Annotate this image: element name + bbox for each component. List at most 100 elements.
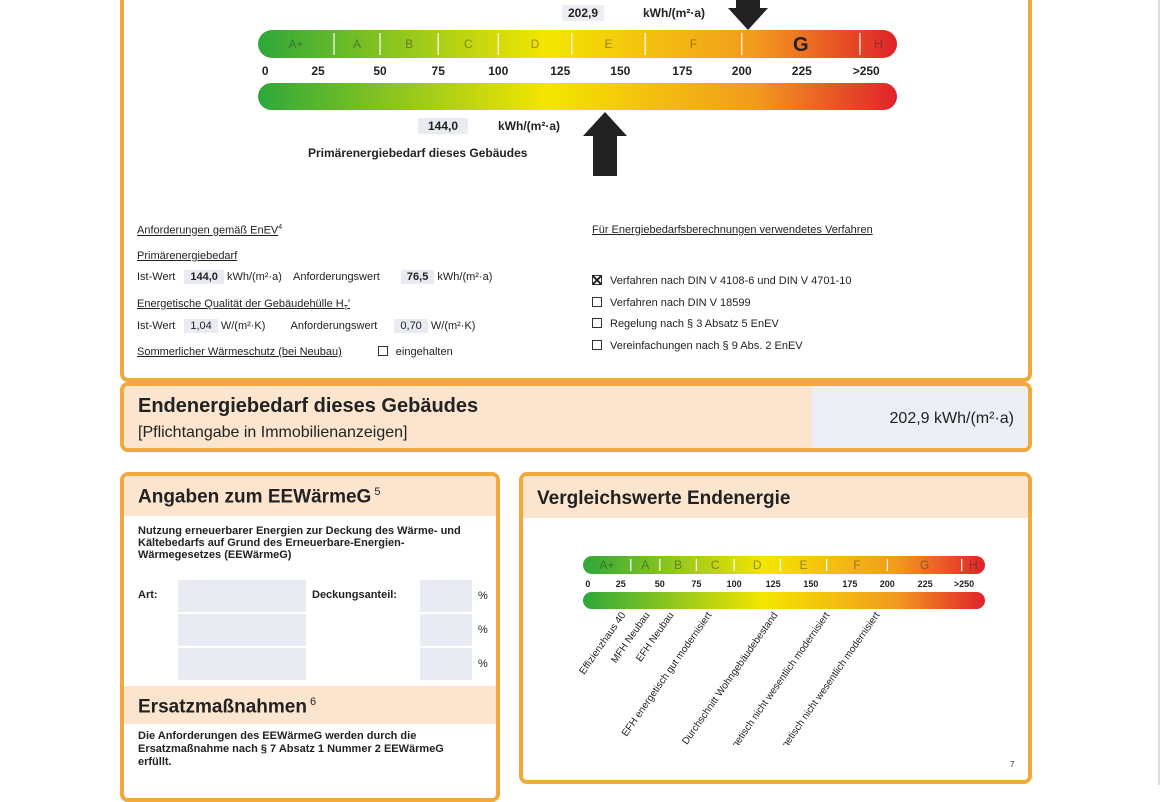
tick-label: 0 [585, 579, 590, 589]
footnote: 6 [309, 696, 317, 708]
comparison-panel: Vergleichswerte Endenergie 7 [519, 472, 1032, 784]
substitute-text: Die Anforderungen des EEWärmeG werden du… [138, 730, 444, 768]
class-label: D [753, 558, 762, 572]
tick-label: 175 [672, 64, 692, 78]
type-label: Art: [138, 589, 158, 601]
title: Anforderungen gemäß EnEV [137, 224, 279, 237]
option: eingehalten [395, 346, 453, 358]
envelope-label: Energetische Qualität der Gebäudehülle H… [137, 298, 350, 312]
value: 0,70 [394, 319, 428, 333]
bottom-unit: kWh/(m²·a) [498, 119, 560, 133]
class-label: A+ [599, 558, 614, 572]
share-label: Deckungsanteil: [312, 589, 397, 601]
tick-label: 200 [880, 579, 895, 589]
class-label: F [690, 37, 697, 51]
tick-label: 150 [610, 64, 630, 78]
tick-label: 50 [655, 579, 665, 589]
checkbox [377, 346, 388, 356]
class-label: B [674, 558, 682, 572]
class-bar [258, 30, 897, 58]
tick-label: 200 [732, 64, 752, 78]
procedure-option: Verfahren nach DIN V 18599 [592, 293, 852, 315]
checkbox [592, 296, 602, 307]
text: Angaben zum EEWärmeG [138, 486, 372, 508]
tick-label: 25 [616, 579, 626, 589]
label: Energetische Qualität der Gebäudehülle H [137, 298, 344, 310]
label: Anforderungswert [290, 320, 378, 332]
value-bar [583, 592, 985, 609]
percent: % [478, 624, 488, 636]
class-label: A+ [289, 37, 304, 51]
value: 202,9 kWh/(m²·a) [889, 410, 1014, 427]
tick-label: 225 [792, 64, 812, 78]
class-label: C [711, 558, 720, 572]
procedure-option: Vereinfachungen nach § 9 Abs. 2 EnEV [592, 336, 852, 358]
input-field [178, 580, 306, 612]
page: A+ A B C D E F G H 0 25 50 75 100 125 150 175 200 225 >250 … [0, 0, 1170, 785]
tick-label: 75 [432, 64, 446, 78]
tick-label: 25 [311, 64, 325, 78]
requirements-title: Anforderungen gemäß EnEV4 [137, 224, 282, 237]
tick-label: >250 [954, 579, 974, 589]
label: Regelung nach § 3 Absatz 5 EnEV [610, 318, 779, 331]
unit: kWh/(m²·a) [437, 271, 493, 283]
tick-label: 225 [918, 579, 933, 589]
primary-energy-scale: A+ A B C D E F G H 0 25 50 75 100 125 150 175 200 225 >250 [258, 0, 897, 176]
class-label: B [405, 37, 413, 51]
input-field [420, 614, 472, 646]
tick-label: 75 [691, 579, 701, 589]
label: Verfahren nach DIN V 4108-6 und DIN V 47… [610, 275, 852, 287]
page-number: 7 [1010, 760, 1015, 769]
procedure-option: Verfahren nach DIN V 4108-6 und DIN V 47… [592, 271, 852, 293]
tick-label: 175 [842, 579, 857, 589]
subtitle: [Pflichtangabe in Immobilienanzeigen] [138, 424, 408, 441]
band [124, 386, 812, 448]
tick-label: 100 [727, 579, 742, 589]
procedure-options: Verfahren nach DIN V 4108-6 und DIN V 47… [592, 271, 852, 358]
label: Ist-Wert [137, 320, 176, 332]
label: Anforderungswert [293, 271, 380, 283]
percent: % [478, 590, 488, 602]
input-field [420, 580, 472, 612]
text: Nutzung erneuerbarer Energien zur Deckun… [138, 525, 461, 561]
class-label: A [353, 37, 361, 51]
primary-row: Ist-Wert 144,0 kWh/(m²·a) Anforderungswe… [137, 270, 493, 284]
label: Vereinfachungen nach § 9 Abs. 2 EnEV [610, 340, 803, 353]
value: 1,04 [184, 319, 218, 333]
footnote: 5 [374, 486, 381, 498]
value-bar [258, 83, 897, 110]
procedure-title: Für Energiebedarfsberechnungen verwendet… [592, 224, 873, 236]
class-label: F [853, 558, 860, 572]
primary-label: Primärenergiebedarf [137, 250, 238, 262]
unit: kWh/(m²·a) [226, 271, 282, 283]
tick-label: 125 [550, 64, 570, 78]
substitute-title: Ersatzmaßnahmen 6 [138, 696, 316, 718]
value-field [812, 386, 1028, 448]
band [124, 476, 496, 516]
arrow-up [583, 112, 627, 176]
checkbox [592, 340, 602, 351]
summer-row: Sommerlicher Wärmeschutz (bei Neubau) ein… [137, 346, 453, 358]
tick-label: 150 [803, 579, 818, 589]
envelope-row: Ist-Wert 1,04 W/(m²·K) Anforderungswert … [137, 319, 476, 333]
input-field [420, 648, 472, 680]
arrow-down [728, 0, 768, 30]
class-label: H [874, 37, 883, 51]
top-unit: kWh/(m²·a) [643, 6, 705, 20]
class-label: C [464, 37, 473, 51]
value: 144,0 [184, 270, 224, 284]
class-label: E [799, 558, 807, 572]
procedure-option: Regelung nach § 3 Absatz 5 EnEV [592, 314, 852, 336]
unit: W/(m²·K) [430, 320, 476, 332]
eewaermeg-panel: Angaben zum EEWärmeG 5 Nutzung erneuerbar… [120, 472, 500, 802]
class-label: G [920, 558, 929, 572]
label: Verfahren nach DIN V 18599 [610, 296, 751, 309]
title: Vergleichswerte Endenergie [537, 488, 791, 509]
input-field [178, 648, 306, 680]
unit: W/(m²·K) [220, 320, 266, 332]
value: 76,5 [400, 270, 435, 284]
tick-label: 50 [373, 64, 387, 78]
top-value: 202,9 [562, 5, 605, 21]
percent: % [478, 658, 488, 670]
sub: T [343, 305, 348, 313]
